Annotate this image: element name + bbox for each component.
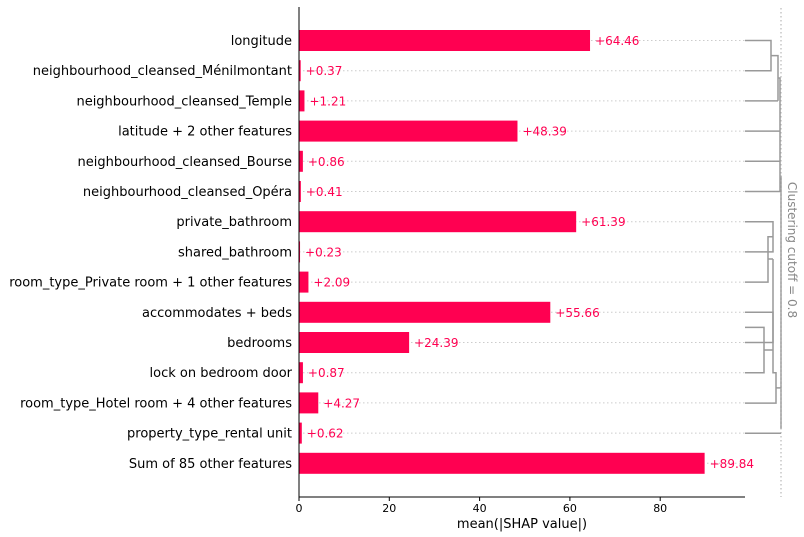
clustering-cutoff-label: Clustering cutoff = 0.8 [785, 182, 799, 318]
x-tick-label: 80 [653, 502, 667, 515]
value-label: +0.37 [306, 64, 343, 78]
bar [299, 181, 301, 202]
bar [299, 60, 301, 82]
value-label: +1.21 [309, 94, 346, 108]
value-labels: +64.46 +0.37 +1.21 +48.39 +0.86 +0.41 +61.39 +0… [305, 34, 754, 471]
category-label: latitude + 2 other features [118, 125, 292, 140]
category-label: neighbourhood_cleansed_Bourse [77, 155, 292, 170]
dendrogram-branch [745, 259, 777, 404]
category-labels: longitude neighbourhood_cleansed_Ménilmon… [9, 34, 292, 472]
category-label: room_type_Hotel room + 4 other features [20, 396, 292, 411]
value-label: +2.09 [313, 276, 350, 290]
bar [299, 241, 301, 263]
value-label: +64.46 [595, 34, 639, 48]
dendrogram-branch [745, 326, 765, 374]
dendrogram-branch [745, 39, 772, 72]
bar [299, 90, 305, 112]
category-label: bedrooms [227, 336, 292, 351]
bar [299, 392, 319, 414]
dendrogram-branch [771, 54, 779, 101]
bar [299, 452, 705, 474]
category-label: neighbourhood_cleansed_Opéra [83, 185, 292, 200]
dendrogram-branch [778, 77, 781, 162]
x-axis-title: mean(|SHAP value|) [457, 517, 587, 532]
x-axis: 0 20 40 60 80 [296, 7, 745, 515]
bar [299, 30, 591, 51]
bars [299, 30, 705, 474]
value-label: +0.87 [308, 366, 345, 380]
category-label: neighbourhood_cleansed_Ménilmontant [33, 64, 292, 79]
value-label: +0.62 [307, 427, 344, 441]
x-tick-label: 60 [563, 502, 577, 515]
value-label: +55.66 [555, 306, 599, 320]
category-label: neighbourhood_cleansed_Temple [76, 94, 292, 109]
row-gridlines [299, 40, 745, 464]
category-label: Sum of 85 other features [129, 457, 292, 472]
value-label: +48.39 [522, 125, 566, 139]
category-label: property_type_rental unit [127, 427, 292, 442]
bar [299, 211, 577, 233]
value-label: +24.39 [414, 336, 458, 350]
category-label: longitude [231, 34, 292, 49]
value-label: +61.39 [581, 215, 625, 229]
x-tick-label: 0 [296, 502, 303, 515]
dendrogram-branch [745, 160, 781, 193]
category-label: room_type_Private room + 1 other feature… [9, 276, 292, 291]
value-label: +0.41 [306, 185, 343, 199]
bar [299, 150, 303, 172]
bar [299, 301, 551, 323]
bar [299, 362, 303, 384]
x-tick-label: 20 [382, 502, 396, 515]
dendrogram-branch [780, 175, 782, 429]
value-label: +4.27 [323, 396, 360, 410]
x-tick-label: 40 [473, 502, 487, 515]
category-label: lock on bedroom door [150, 366, 293, 381]
bar [299, 332, 410, 353]
value-label: +89.84 [710, 457, 754, 471]
category-label: private_bathroom [176, 215, 292, 230]
clustering-dendrogram [745, 39, 782, 435]
bar [299, 271, 309, 293]
category-label: shared_bathroom [178, 245, 292, 260]
value-label: +0.86 [308, 155, 345, 169]
category-label: accommodates + beds [142, 306, 292, 321]
value-label: +0.23 [305, 245, 342, 259]
bar [299, 422, 302, 444]
bar [299, 120, 518, 142]
